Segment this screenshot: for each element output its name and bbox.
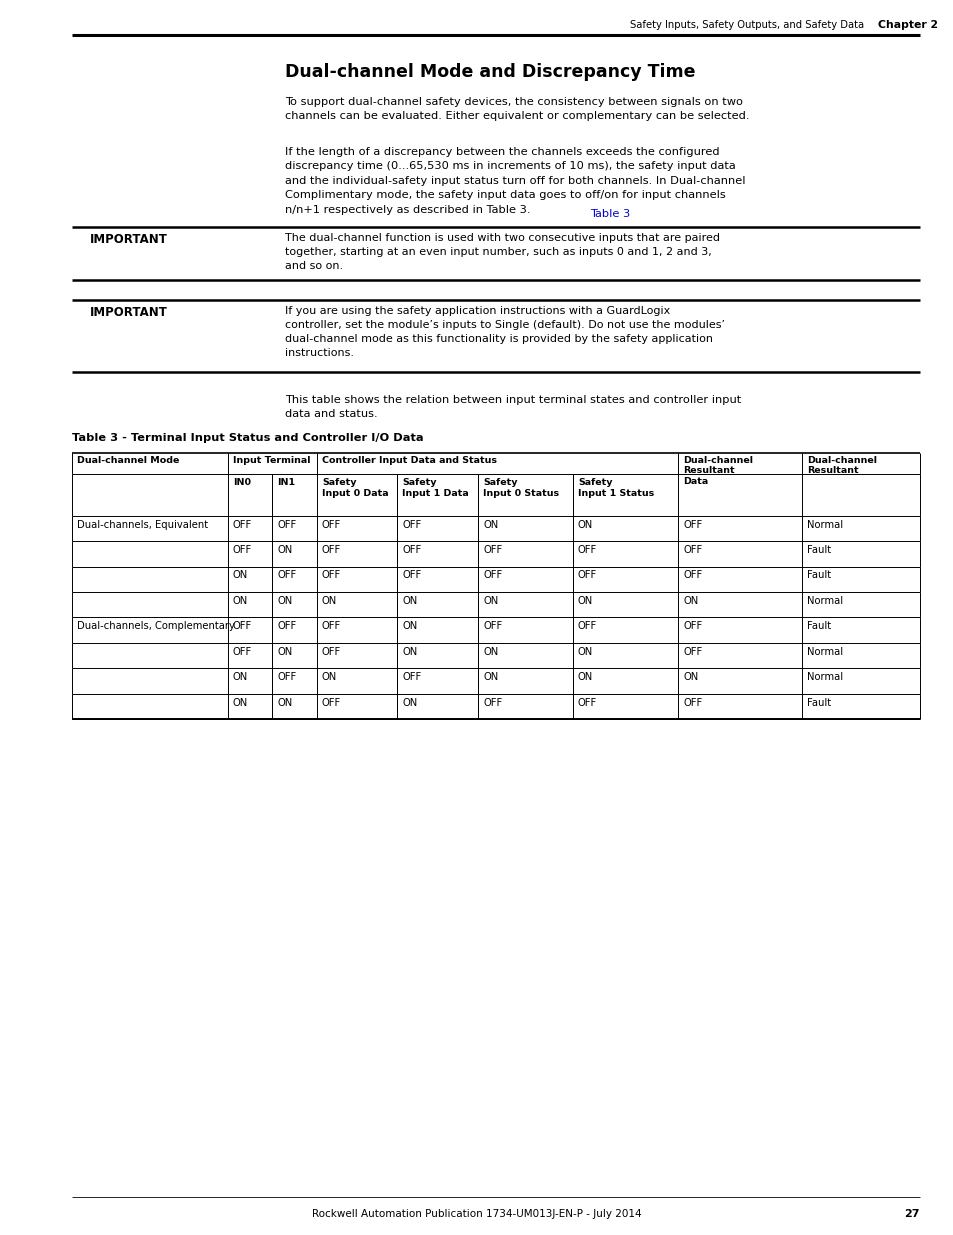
Text: Fault: Fault	[806, 545, 830, 555]
Text: ON: ON	[233, 571, 248, 580]
Text: Input Terminal: Input Terminal	[233, 456, 310, 466]
Text: Table 3 - Terminal Input Status and Controller I/O Data: Table 3 - Terminal Input Status and Cont…	[71, 433, 423, 443]
Text: ON: ON	[401, 698, 416, 708]
Text: OFF: OFF	[322, 520, 341, 530]
Text: OFF: OFF	[482, 698, 501, 708]
Text: OFF: OFF	[233, 621, 252, 631]
Text: If the length of a discrepancy between the channels exceeds the configured
discr: If the length of a discrepancy between t…	[285, 147, 744, 215]
Text: Safety
Input 0 Data: Safety Input 0 Data	[322, 478, 388, 498]
Text: OFF: OFF	[482, 545, 501, 555]
Text: Safety
Input 1 Status: Safety Input 1 Status	[578, 478, 654, 498]
Text: OFF: OFF	[682, 621, 701, 631]
Text: Safety
Input 0 Status: Safety Input 0 Status	[482, 478, 558, 498]
Text: OFF: OFF	[276, 621, 296, 631]
Text: ON: ON	[276, 597, 292, 606]
Text: OFF: OFF	[276, 571, 296, 580]
Text: OFF: OFF	[682, 647, 701, 657]
Text: Fault: Fault	[806, 621, 830, 631]
Text: IN0: IN0	[233, 478, 251, 487]
Text: Safety
Input 1 Data: Safety Input 1 Data	[401, 478, 468, 498]
Text: ON: ON	[233, 673, 248, 683]
Text: ON: ON	[233, 597, 248, 606]
Text: IMPORTANT: IMPORTANT	[90, 306, 168, 319]
Text: OFF: OFF	[233, 647, 252, 657]
Text: Chapter 2: Chapter 2	[877, 20, 937, 30]
Text: ON: ON	[276, 698, 292, 708]
Text: ON: ON	[482, 597, 497, 606]
Text: This table shows the relation between input terminal states and controller input: This table shows the relation between in…	[285, 395, 740, 420]
Text: OFF: OFF	[401, 571, 421, 580]
Text: ON: ON	[578, 647, 593, 657]
Text: OFF: OFF	[233, 545, 252, 555]
Text: ON: ON	[682, 673, 698, 683]
Text: ON: ON	[578, 673, 593, 683]
Text: OFF: OFF	[401, 520, 421, 530]
Text: OFF: OFF	[578, 571, 597, 580]
Text: ON: ON	[482, 520, 497, 530]
Text: OFF: OFF	[276, 673, 296, 683]
Text: IN1: IN1	[276, 478, 294, 487]
Text: OFF: OFF	[682, 520, 701, 530]
Text: ON: ON	[233, 698, 248, 708]
Text: Normal: Normal	[806, 520, 842, 530]
Text: ON: ON	[578, 520, 593, 530]
Text: ON: ON	[276, 545, 292, 555]
Text: Dual-channels, Complementary: Dual-channels, Complementary	[77, 621, 234, 631]
Text: ON: ON	[322, 673, 337, 683]
Text: Normal: Normal	[806, 673, 842, 683]
Text: ON: ON	[401, 597, 416, 606]
Text: 27: 27	[903, 1209, 919, 1219]
Text: OFF: OFF	[578, 621, 597, 631]
Text: OFF: OFF	[482, 571, 501, 580]
Text: ON: ON	[322, 597, 337, 606]
Text: ON: ON	[682, 597, 698, 606]
Text: Normal: Normal	[806, 597, 842, 606]
Text: OFF: OFF	[322, 545, 341, 555]
Text: OFF: OFF	[322, 698, 341, 708]
Text: Dual-channel
Resultant
Data: Dual-channel Resultant Data	[682, 456, 752, 485]
Text: OFF: OFF	[401, 545, 421, 555]
Text: OFF: OFF	[578, 698, 597, 708]
Text: Safety Inputs, Safety Outputs, and Safety Data: Safety Inputs, Safety Outputs, and Safet…	[629, 20, 863, 30]
Text: Table 3: Table 3	[589, 209, 630, 219]
Text: ON: ON	[276, 647, 292, 657]
Text: OFF: OFF	[682, 545, 701, 555]
Text: To support dual-channel safety devices, the consistency between signals on two
c: To support dual-channel safety devices, …	[285, 98, 749, 121]
Text: Normal: Normal	[806, 647, 842, 657]
Text: OFF: OFF	[578, 545, 597, 555]
Text: OFF: OFF	[233, 520, 252, 530]
Text: The dual-channel function is used with two consecutive inputs that are paired
to: The dual-channel function is used with t…	[285, 233, 720, 272]
Text: ON: ON	[482, 673, 497, 683]
Text: OFF: OFF	[322, 647, 341, 657]
Text: IMPORTANT: IMPORTANT	[90, 233, 168, 246]
Text: Rockwell Automation Publication 1734-UM013J-EN-P - July 2014: Rockwell Automation Publication 1734-UM0…	[312, 1209, 641, 1219]
Text: OFF: OFF	[401, 673, 421, 683]
Text: If you are using the safety application instructions with a GuardLogix
controlle: If you are using the safety application …	[285, 306, 724, 358]
Text: OFF: OFF	[322, 621, 341, 631]
Text: Dual-channel
Resultant: Dual-channel Resultant	[806, 456, 876, 475]
Text: ON: ON	[401, 647, 416, 657]
Text: ON: ON	[401, 621, 416, 631]
Text: Dual-channel Mode: Dual-channel Mode	[77, 456, 179, 466]
Text: ON: ON	[482, 647, 497, 657]
Text: Dual-channels, Equivalent: Dual-channels, Equivalent	[77, 520, 208, 530]
Text: OFF: OFF	[322, 571, 341, 580]
Text: Dual-channel Mode and Discrepancy Time: Dual-channel Mode and Discrepancy Time	[285, 63, 695, 82]
Text: OFF: OFF	[276, 520, 296, 530]
Text: ON: ON	[578, 597, 593, 606]
Text: OFF: OFF	[682, 698, 701, 708]
Text: OFF: OFF	[682, 571, 701, 580]
Text: Fault: Fault	[806, 698, 830, 708]
Text: Fault: Fault	[806, 571, 830, 580]
Text: OFF: OFF	[482, 621, 501, 631]
Text: Controller Input Data and Status: Controller Input Data and Status	[322, 456, 497, 466]
